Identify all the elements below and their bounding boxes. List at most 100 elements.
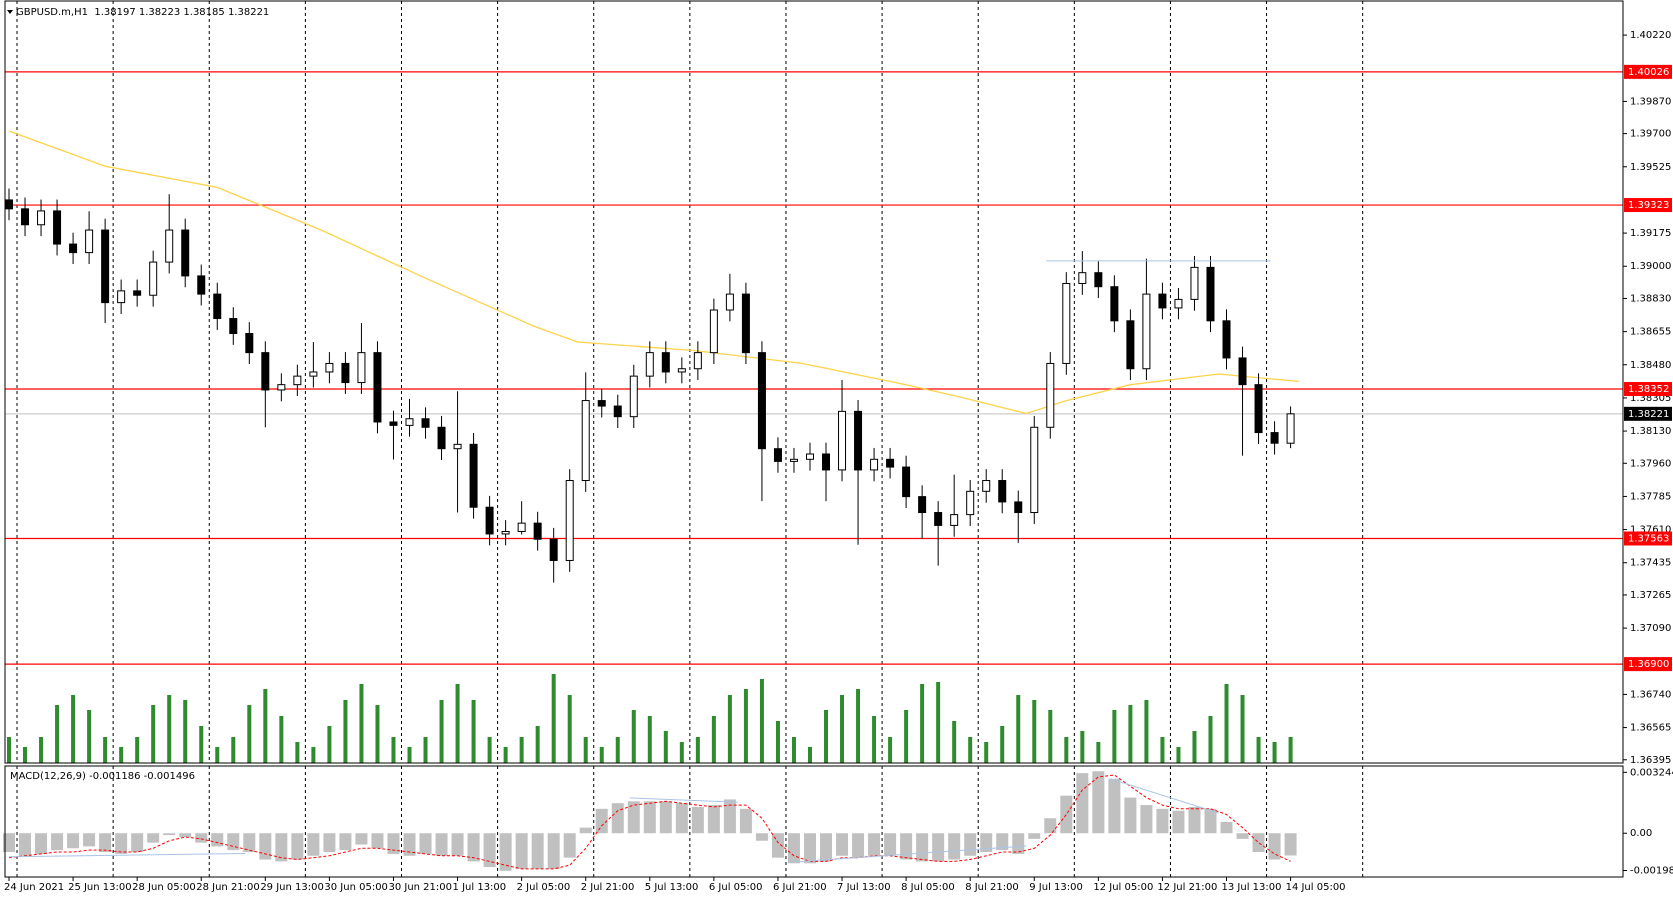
macd-bar bbox=[675, 803, 688, 834]
chart-header: GBPUSD.m,H1 1.38197 1.38223 1.38185 1.38… bbox=[16, 7, 269, 18]
y-tick-label: 1.39000 bbox=[1630, 261, 1671, 272]
macd-bar bbox=[1268, 833, 1281, 860]
volume-bar bbox=[359, 684, 364, 763]
volume-bar bbox=[167, 695, 172, 763]
volume-bar bbox=[791, 737, 796, 763]
candle-body bbox=[1094, 272, 1103, 288]
candle-body bbox=[309, 371, 318, 377]
volume-bar bbox=[1208, 716, 1213, 763]
macd-bar bbox=[163, 833, 176, 836]
volume-bar bbox=[151, 705, 156, 763]
macd-bar bbox=[723, 799, 736, 834]
x-tick-label: 13 Jul 13:00 bbox=[1222, 882, 1282, 893]
volume-bar bbox=[1096, 742, 1101, 763]
volume-bar bbox=[535, 726, 540, 763]
candle-body bbox=[117, 290, 126, 304]
candle-body bbox=[517, 522, 526, 532]
trendline bbox=[8, 853, 246, 858]
x-tick-label: 6 Jul 05:00 bbox=[709, 882, 763, 893]
x-tick-label: 30 Jun 21:00 bbox=[388, 882, 452, 893]
volume-bar bbox=[503, 747, 508, 763]
macd-bar bbox=[19, 833, 32, 856]
volume-bar bbox=[1112, 710, 1117, 763]
macd-bar bbox=[1188, 806, 1201, 834]
volume-bar bbox=[1288, 737, 1293, 763]
y-tick-label: 1.37090 bbox=[1630, 623, 1671, 634]
macd-bar bbox=[820, 833, 833, 862]
volume-bar bbox=[615, 737, 620, 763]
macd-bar bbox=[387, 833, 400, 854]
candle-body bbox=[1190, 266, 1199, 300]
y-tick-label: 1.39870 bbox=[1630, 96, 1671, 107]
volume-bar bbox=[759, 679, 764, 763]
volume-bar bbox=[1256, 737, 1261, 763]
x-tick-label: 8 Jul 21:00 bbox=[965, 882, 1019, 893]
candle-body bbox=[293, 375, 302, 386]
volume-bar bbox=[487, 737, 492, 763]
macd-bar bbox=[1092, 771, 1105, 834]
macd-bar bbox=[547, 833, 560, 869]
menu-arrow[interactable] bbox=[7, 10, 13, 14]
x-tick-label: 14 Jul 05:00 bbox=[1286, 882, 1346, 893]
y-tick-label: 1.37785 bbox=[1630, 491, 1671, 502]
candle-body bbox=[870, 458, 879, 471]
macd-bar bbox=[67, 833, 80, 849]
candle-body bbox=[854, 410, 863, 471]
y-tick-label: 1.37960 bbox=[1630, 458, 1671, 469]
level-label-box bbox=[1624, 531, 1672, 546]
macd-bar bbox=[1140, 805, 1153, 834]
candle-body bbox=[629, 375, 638, 418]
x-tick-label: 5 Jul 13:00 bbox=[645, 882, 699, 893]
y-tick-label: 1.37610 bbox=[1630, 525, 1671, 536]
candle-body bbox=[5, 199, 14, 210]
macd-bar bbox=[836, 833, 849, 856]
candle-body bbox=[934, 512, 943, 526]
main-frame bbox=[4, 0, 1624, 764]
macd-bar bbox=[499, 833, 512, 871]
volume-bar bbox=[1272, 742, 1277, 763]
candle-body bbox=[693, 352, 702, 370]
macd-bar bbox=[1156, 808, 1169, 834]
candle-body bbox=[245, 332, 254, 354]
macd-bar bbox=[195, 833, 208, 843]
volume-bar bbox=[567, 695, 572, 763]
y-tick-label: 1.39175 bbox=[1630, 228, 1671, 239]
volume-bar bbox=[471, 700, 476, 763]
macd-bar bbox=[996, 833, 1009, 851]
x-tick-label: 1 Jul 13:00 bbox=[453, 882, 507, 893]
moving-average bbox=[8, 130, 1299, 415]
macd-bar bbox=[1284, 833, 1297, 856]
candle-body bbox=[1238, 357, 1247, 386]
candle-body bbox=[325, 362, 334, 373]
level-label: 1.37563 bbox=[1628, 533, 1669, 544]
candle-body bbox=[773, 448, 782, 462]
macd-bar bbox=[627, 801, 640, 834]
candle-body bbox=[1174, 298, 1183, 309]
candle-body bbox=[645, 352, 654, 377]
candle-body bbox=[902, 466, 911, 498]
volume-bar bbox=[1240, 695, 1245, 763]
macd-bar bbox=[563, 833, 576, 858]
candle-body bbox=[1110, 286, 1119, 322]
candle-body bbox=[533, 522, 542, 540]
volume-bar bbox=[1080, 731, 1085, 763]
candle-body bbox=[1158, 293, 1167, 309]
macd-bar bbox=[1108, 778, 1121, 834]
macd-bar bbox=[515, 833, 528, 869]
candle-body bbox=[197, 275, 206, 295]
volume-bar bbox=[663, 731, 668, 763]
macd-bar bbox=[1236, 833, 1249, 839]
candle-body bbox=[85, 229, 94, 254]
level-label-box bbox=[1624, 382, 1672, 397]
macd-bar bbox=[1060, 795, 1073, 834]
volume-bar bbox=[1176, 747, 1181, 763]
y-tick-label: 1.39700 bbox=[1630, 129, 1671, 140]
volume-bar bbox=[135, 737, 140, 763]
macd-bar bbox=[1124, 797, 1137, 834]
candle-body bbox=[37, 210, 46, 226]
candle-body bbox=[1046, 362, 1055, 428]
volume-bar bbox=[904, 710, 909, 763]
macd-bar bbox=[451, 833, 464, 856]
y-tick-label: 1.36565 bbox=[1630, 723, 1671, 734]
